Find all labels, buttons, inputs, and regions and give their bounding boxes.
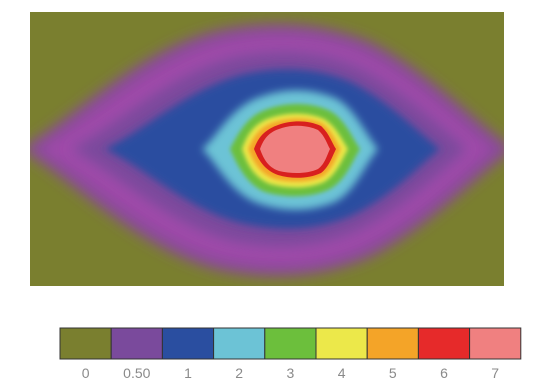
colorbar-box-3: [213, 327, 266, 360]
colorbar-box-4: [264, 327, 317, 360]
colorbar-tick-label: 2: [235, 365, 243, 381]
colorbar-tick-label: 7: [491, 365, 499, 381]
colorbar-box-2: [161, 327, 215, 360]
colorbar-tick-label: 6: [440, 365, 448, 381]
heatmap-level-7: [260, 125, 330, 174]
colorbar-box-5: [315, 327, 368, 360]
colorbar-tick-label: 1: [184, 365, 192, 381]
colorbar-box-6: [366, 327, 419, 360]
colorbar-tick-label: 0: [82, 365, 90, 381]
heatmap-plot: [30, 12, 504, 286]
heatmap-field: [30, 12, 504, 286]
colorbar-box-8: [469, 327, 522, 360]
colorbar-tick-label: 0.50: [123, 365, 150, 381]
colorbar-box-0: [59, 327, 112, 360]
colorbar-tick-label: 5: [389, 365, 397, 381]
colorbar-ticks: 0 0.50 1 2 3 4 5 6 7: [82, 365, 500, 381]
colorbar-tick-label: 3: [287, 365, 295, 381]
colorbar-box-1: [110, 327, 163, 360]
colorbar-tick-label: 4: [338, 365, 346, 381]
heatmap-svg: [30, 12, 504, 286]
colorbar-boxes: [59, 327, 522, 360]
colorbar-box-7: [417, 327, 471, 360]
